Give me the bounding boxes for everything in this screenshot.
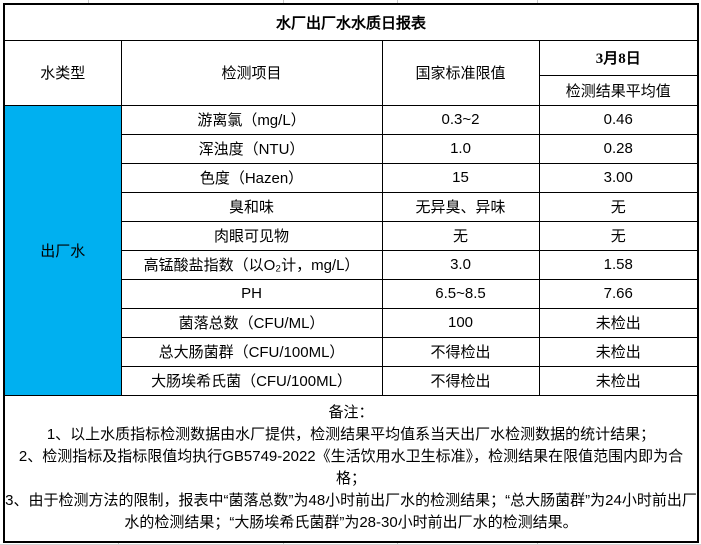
col-header-result-avg: 检测结果平均值 bbox=[538, 74, 699, 106]
limit-cell: 1.0 bbox=[381, 133, 540, 164]
item-cell: 色度（Hazen） bbox=[120, 162, 383, 193]
result-cell: 无 bbox=[538, 220, 699, 251]
col-header-limit: 国家标准限值 bbox=[381, 39, 540, 106]
col-header-water-type: 水类型 bbox=[3, 39, 122, 106]
table-row: 肉眼可见物 无 无 bbox=[4, 220, 699, 251]
table-row: PH 6.5~8.5 7.66 bbox=[4, 278, 699, 309]
water-quality-report-table: 水厂出厂水水质日报表 水类型 检测项目 国家标准限值 3月8日 检测结果平均值 … bbox=[3, 3, 700, 543]
notes-label: 备注： bbox=[328, 404, 374, 421]
gridline-tick bbox=[283, 542, 284, 545]
note-line-3: 3、由于检测方法的限制，报表中“菌落总数”为48小时前出厂水的检测结果；“总大肠… bbox=[5, 492, 697, 531]
table-row: 浑浊度（NTU） 1.0 0.28 bbox=[4, 133, 699, 164]
result-cell: 未检出 bbox=[538, 365, 699, 396]
table-row: 出厂水 游离氯（mg/L） 0.3~2 0.46 bbox=[3, 104, 699, 396]
result-cell: 0.28 bbox=[538, 133, 699, 164]
gridline-tick bbox=[537, 0, 538, 3]
note-line-2: 2、检测指标及指标限值均执行GB5749-2022《生活饮用水卫生标准》，检测结… bbox=[18, 448, 684, 487]
result-cell: 3.00 bbox=[538, 162, 699, 193]
item-cell: 游离氯（mg/L） bbox=[120, 104, 383, 135]
result-cell: 0.46 bbox=[538, 104, 699, 135]
table-row: 菌落总数（CFU/ML） 100 未检出 bbox=[4, 307, 699, 338]
table-row: 大肠埃希氏菌（CFU/100ML） 不得检出 未检出 bbox=[4, 365, 699, 396]
item-cell: 总大肠菌群（CFU/100ML） bbox=[120, 336, 383, 367]
item-cell: PH bbox=[120, 278, 383, 309]
limit-cell: 无 bbox=[381, 220, 540, 251]
limit-cell: 不得检出 bbox=[381, 336, 540, 367]
col-header-date: 3月8日 bbox=[538, 39, 699, 76]
gridline-tick bbox=[397, 0, 398, 3]
gridline-tick bbox=[537, 542, 538, 545]
table-row: 高锰酸盐指数（以O₂计，mg/L） 3.0 1.58 bbox=[4, 249, 699, 280]
limit-cell: 3.0 bbox=[381, 249, 540, 280]
note-line-1: 1、以上水质指标检测数据由水厂提供，检测结果平均值系当天出厂水检测数据的统计结果… bbox=[46, 426, 656, 443]
result-cell: 未检出 bbox=[538, 307, 699, 338]
result-cell: 无 bbox=[538, 191, 699, 222]
result-cell: 7.66 bbox=[538, 278, 699, 309]
notes: 备注： 1、以上水质指标检测数据由水厂提供，检测结果平均值系当天出厂水检测数据的… bbox=[3, 394, 699, 542]
item-cell: 浑浊度（NTU） bbox=[120, 133, 383, 164]
table-row: 总大肠菌群（CFU/100ML） 不得检出 未检出 bbox=[4, 336, 699, 367]
result-cell: 未检出 bbox=[538, 336, 699, 367]
gridline-tick bbox=[118, 542, 119, 545]
limit-cell: 不得检出 bbox=[381, 365, 540, 396]
gridline-tick bbox=[283, 0, 284, 3]
gridline-tick bbox=[397, 542, 398, 545]
item-cell: 肉眼可见物 bbox=[120, 220, 383, 251]
gridline-tick bbox=[88, 0, 89, 3]
item-cell: 菌落总数（CFU/ML） bbox=[120, 307, 383, 338]
item-cell: 大肠埃希氏菌（CFU/100ML） bbox=[120, 365, 383, 396]
limit-cell: 15 bbox=[381, 162, 540, 193]
result-cell: 1.58 bbox=[538, 249, 699, 280]
report-title: 水厂出厂水水质日报表 bbox=[3, 3, 699, 41]
col-header-item: 检测项目 bbox=[120, 39, 383, 106]
limit-cell: 100 bbox=[381, 307, 540, 338]
item-cell: 臭和味 bbox=[120, 191, 383, 222]
water-type-cell: 出厂水 bbox=[3, 104, 122, 396]
table-row: 臭和味 无异臭、异味 无 bbox=[4, 191, 699, 222]
limit-cell: 无异臭、异味 bbox=[381, 191, 540, 222]
limit-cell: 6.5~8.5 bbox=[381, 278, 540, 309]
limit-cell: 0.3~2 bbox=[381, 104, 540, 135]
item-cell: 高锰酸盐指数（以O₂计，mg/L） bbox=[120, 249, 383, 280]
